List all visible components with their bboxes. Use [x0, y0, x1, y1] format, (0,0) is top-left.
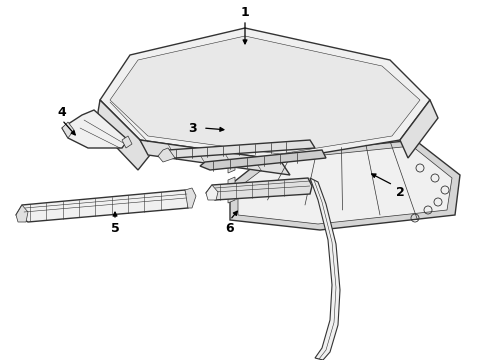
Polygon shape — [163, 140, 315, 158]
Polygon shape — [228, 177, 235, 188]
Polygon shape — [122, 136, 132, 148]
Polygon shape — [158, 148, 175, 162]
Polygon shape — [185, 188, 196, 208]
Text: 6: 6 — [226, 221, 234, 234]
Text: 2: 2 — [395, 185, 404, 198]
Polygon shape — [310, 178, 340, 360]
Polygon shape — [62, 110, 128, 148]
Polygon shape — [62, 122, 74, 138]
Polygon shape — [200, 150, 326, 170]
Polygon shape — [100, 28, 430, 160]
Polygon shape — [110, 36, 420, 154]
Polygon shape — [228, 192, 235, 203]
Polygon shape — [230, 140, 460, 230]
Text: 3: 3 — [188, 122, 196, 135]
Polygon shape — [16, 205, 28, 222]
Text: 4: 4 — [58, 105, 66, 118]
Polygon shape — [206, 185, 218, 200]
Text: 5: 5 — [111, 221, 120, 234]
Text: 1: 1 — [241, 5, 249, 18]
Polygon shape — [400, 100, 438, 158]
Polygon shape — [98, 100, 150, 170]
Polygon shape — [206, 178, 312, 200]
Polygon shape — [140, 140, 290, 175]
Polygon shape — [238, 146, 452, 224]
Polygon shape — [16, 190, 190, 222]
Polygon shape — [228, 162, 235, 173]
